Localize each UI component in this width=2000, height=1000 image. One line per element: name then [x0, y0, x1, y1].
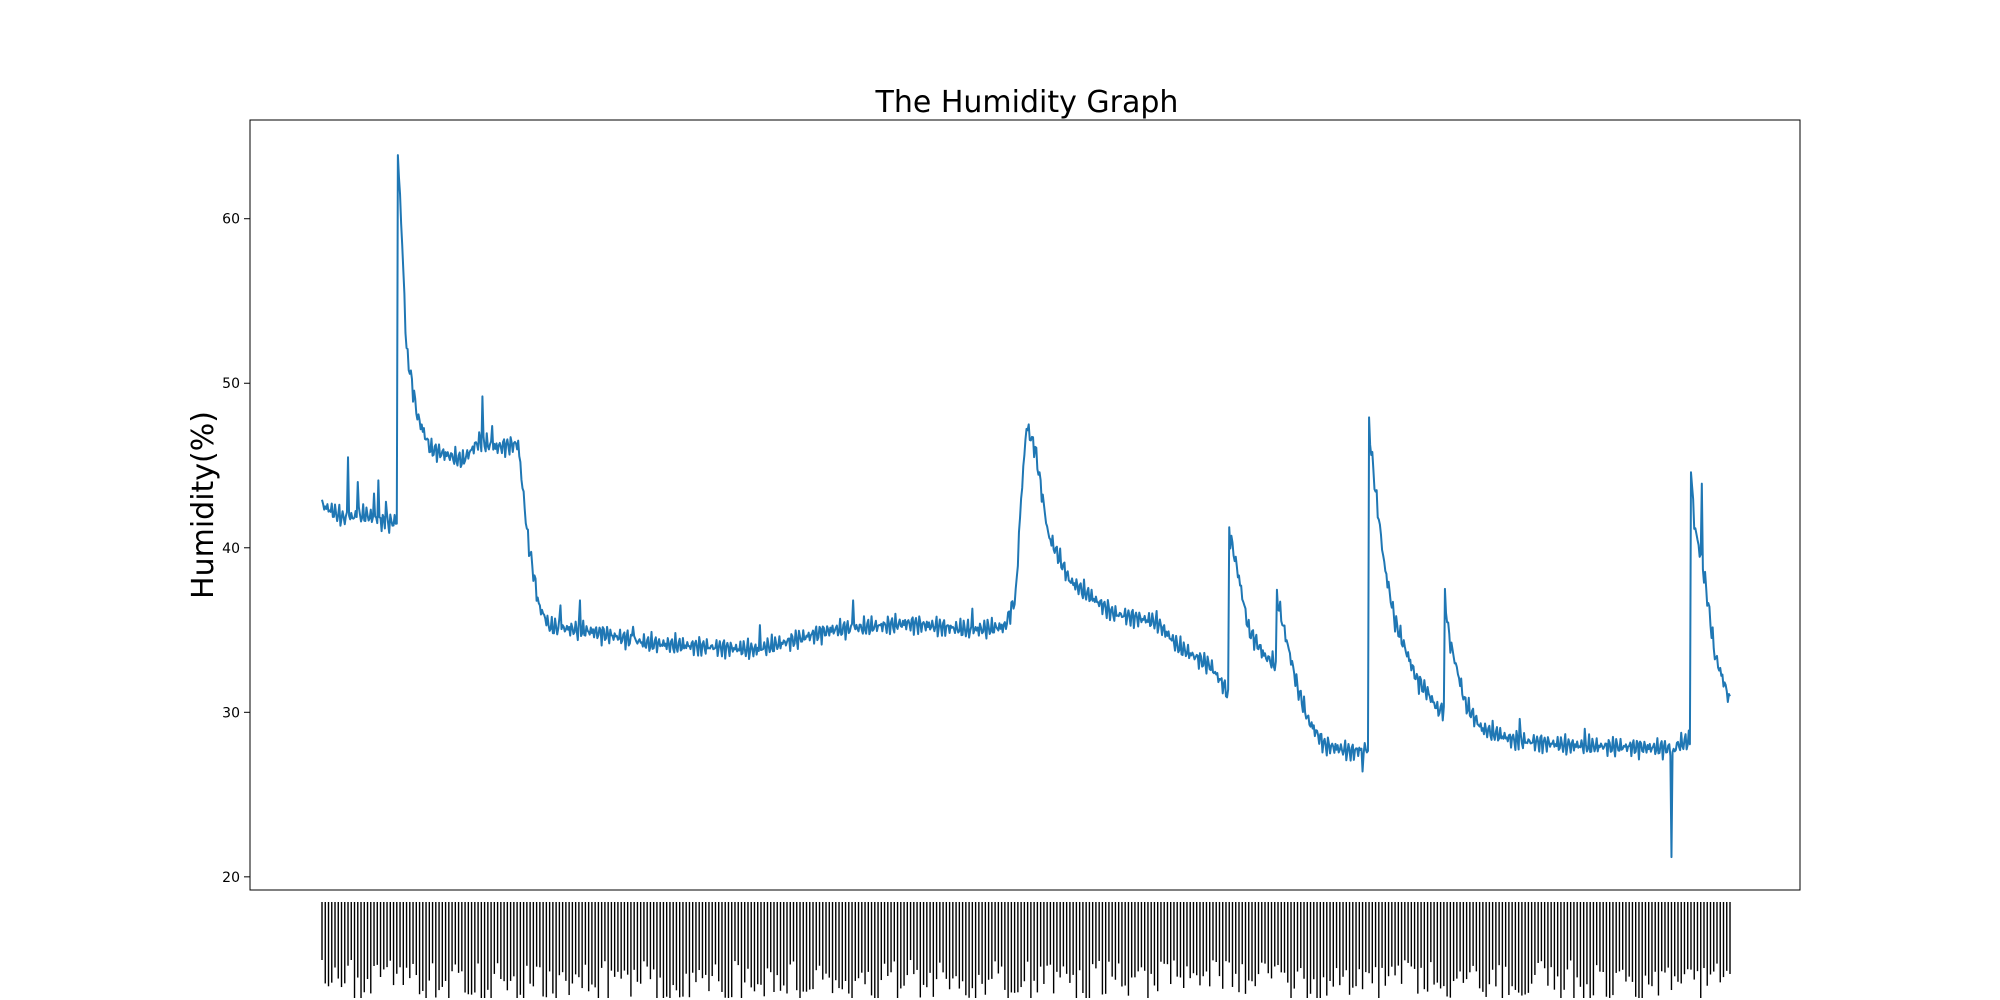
chart-title: The Humidity Graph — [875, 85, 1179, 120]
humidity-series-line — [321, 154, 1731, 859]
plot-area-frame — [249, 119, 1801, 891]
y-tick-label: 60 — [222, 212, 240, 228]
y-axis-ticks: 20 30 40 50 60 — [222, 212, 250, 886]
y-tick-label: 50 — [222, 376, 240, 392]
y-tick-label: 20 — [222, 870, 240, 886]
y-tick-label: 40 — [222, 541, 240, 557]
x-axis-ticks — [321, 902, 1731, 998]
y-axis-label: Humidity(%) — [186, 411, 221, 599]
y-tick-label: 30 — [222, 705, 240, 721]
